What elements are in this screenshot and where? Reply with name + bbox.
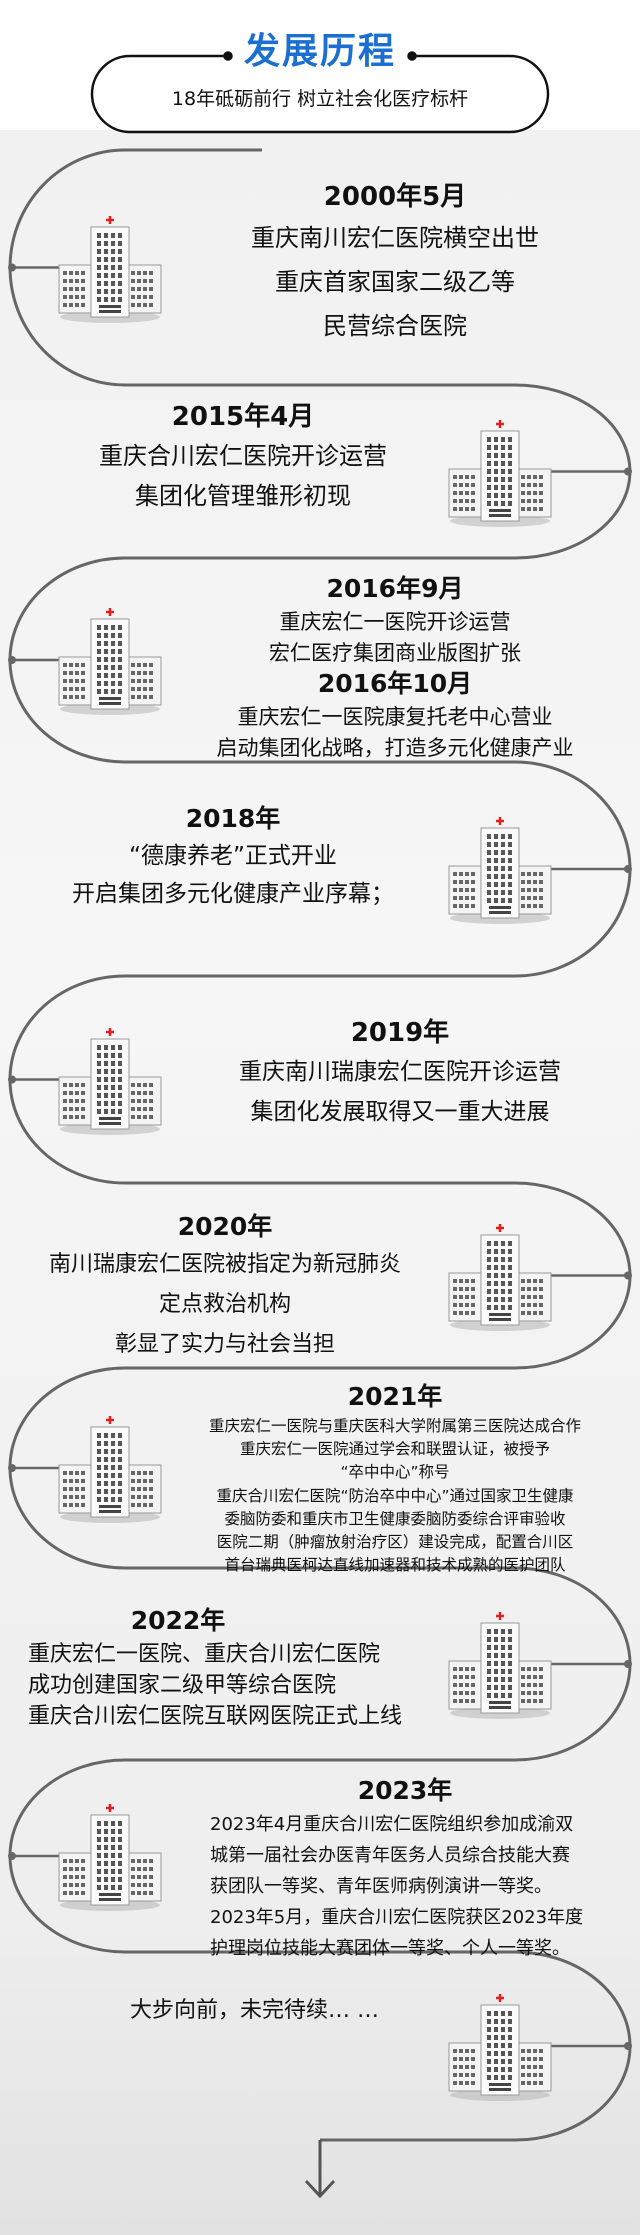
connector-dot xyxy=(8,1464,16,1472)
hospital-building-icon xyxy=(445,417,555,527)
entry-text: 城第一届社会办医青年医务人员综合技能大赛 xyxy=(210,1845,570,1866)
entry-text: 2023年4月重庆合川宏仁医院组织参加成渝双 xyxy=(210,1814,574,1835)
page-subtitle: 18年砥砺前行 树立社会化医疗标杆 xyxy=(171,88,469,110)
entry-year: 2020年 xyxy=(177,1212,273,1241)
entry-text: 护理岗位技能大赛团体一等奖、个人一等奖。 xyxy=(210,1938,570,1959)
hospital-building-icon xyxy=(445,814,555,924)
entry-text: “卒中中心”称号 xyxy=(340,1463,450,1482)
entry-text: 重庆合川宏仁医院“防治卒中中心”通过国家卫生健康 xyxy=(216,1486,574,1505)
entry-text: 集团化管理雏形初现 xyxy=(135,482,351,510)
timeline-entry: 2019年重庆南川瑞康宏仁医院开诊运营 集团化发展取得又一重大进展 xyxy=(100,1014,640,1132)
entry-year: 2021年 xyxy=(347,1382,443,1411)
timeline-entry: 2023年 2023年4月重庆合川宏仁医院组织参加成渝双 城第一届社会办医青年医务人… xyxy=(210,1772,600,1964)
hospital-building-icon xyxy=(55,1413,165,1523)
entry-year: 2016年10月 xyxy=(317,669,473,698)
entry-text: 定点救治机构 xyxy=(158,1292,291,1317)
timeline-entry: 2000年5月重庆南川宏仁医院横空出世 重庆首家国家二级乙等 民营综合医院 xyxy=(95,178,640,348)
hospital-building-icon xyxy=(55,1801,165,1911)
entry-text: “德康养老”正式开业 xyxy=(129,843,337,869)
timeline-entry: 2018年 “德康养老”正式开业开启集团多元化健康产业序幕； xyxy=(0,800,533,913)
connector-dot xyxy=(624,467,632,476)
entry-text: 重庆南川宏仁医院横空出世 xyxy=(251,224,539,252)
entry-text: 获团队一等奖、青年医师病例演讲一等奖。 xyxy=(210,1876,552,1897)
entry-text: 彰显了实力与社会当担 xyxy=(114,1332,335,1357)
entry-text: 大步向前，未完待续… … xyxy=(130,1998,379,2023)
entry-text: 重庆宏仁一医院康复托老中心营业 xyxy=(237,705,553,729)
entry-text: 医院二期（肿瘤放射治疗区）建设完成，配置合川区 xyxy=(216,1533,574,1552)
entry-text: 重庆宏仁一医院开诊运营 xyxy=(279,610,511,634)
entry-text: 委脑防委和重庆市卫生健康委脑防委综合评审验收 xyxy=(224,1509,566,1528)
title-frame xyxy=(90,51,550,134)
hospital-building-icon xyxy=(445,1221,555,1331)
entry-year: 2019年 xyxy=(350,1018,450,1048)
timeline-entry: 2015年4月重庆合川宏仁医院开诊运营 集团化管理雏形初现 xyxy=(0,398,543,516)
entry-year: 2022年 xyxy=(130,1606,226,1635)
connector-dot xyxy=(624,1660,632,1668)
connector-dot xyxy=(624,2042,632,2050)
entry-text: 开启集团多元化健康产业序幕； xyxy=(72,881,394,907)
entry-year: 2016年9月 xyxy=(326,574,464,603)
entry-text: 南川瑞康宏仁医院被指定为新冠肺炎 xyxy=(48,1252,401,1277)
hospital-building-icon xyxy=(55,213,165,323)
entry-text: 启动集团化战略，打造多元化健康产业 xyxy=(216,736,574,760)
entry-text: 首台瑞典医柯达直线加速器和技术成熟的医护团队 xyxy=(224,1556,566,1575)
entry-year: 2023年 xyxy=(357,1776,453,1805)
entry-year: 2018年 xyxy=(185,804,281,833)
arrow-down-icon xyxy=(304,2140,336,2199)
connector-dot xyxy=(624,1271,632,1280)
hospital-building-icon xyxy=(445,1609,555,1719)
connector-dot xyxy=(624,865,632,873)
connector-dot xyxy=(8,1852,16,1860)
page-title: 发展历程 xyxy=(243,31,396,72)
hospital-building-icon xyxy=(445,1991,555,2101)
timeline-entry: 2016年9月重庆宏仁一医院开诊运营 宏仁医疗集团商业版图扩张 xyxy=(95,570,640,669)
entry-text: 成功创建国家二级甲等综合医院 xyxy=(28,1673,337,1698)
entry-text: 重庆宏仁一医院与重庆医科大学附属第三医院达成合作 xyxy=(208,1417,581,1435)
entry-text: 重庆宏仁一医院、重庆合川宏仁医院 xyxy=(28,1642,381,1667)
timeline-entry: 2020年南川瑞康宏仁医院被指定为新冠肺炎 定点救治机构彰显了实力与社会当担 xyxy=(0,1208,525,1365)
hospital-building-icon xyxy=(55,1025,165,1135)
entry-text: 重庆宏仁一医院通过学会和联盟认证，被授予 xyxy=(239,1440,550,1459)
hospital-building-icon xyxy=(55,605,165,715)
entry-text: 民营综合医院 xyxy=(323,312,467,340)
timeline-entry: 2021年重庆宏仁一医院与重庆医科大学附属第三医院达成合作 重庆宏仁一医院通过学会… xyxy=(95,1378,640,1577)
timeline-entry: 2022年重庆宏仁一医院、重庆合川宏仁医院 成功创建国家二级甲等综合医院重庆合川宏… xyxy=(28,1602,402,1732)
connector-dot xyxy=(8,263,16,272)
entry-year: 2000年5月 xyxy=(323,182,467,212)
entry-text: 重庆南川瑞康宏仁医院开诊运营 xyxy=(239,1059,561,1085)
entry-text: 宏仁医疗集团商业版图扩张 xyxy=(269,641,521,665)
connector-dot xyxy=(8,1075,16,1084)
entry-text: 重庆合川宏仁医院互联网医院正式上线 xyxy=(28,1704,403,1729)
entry-year: 2015年4月 xyxy=(171,402,315,432)
entry-text: 2023年5月，重庆合川宏仁医院获区2023年度 xyxy=(210,1907,584,1928)
connector-dot xyxy=(8,656,16,664)
timeline-entry: 2016年10月重庆宏仁一医院康复托老中心营业 启动集团化战略，打造多元化健康产业 xyxy=(95,665,640,764)
entry-text: 集团化发展取得又一重大进展 xyxy=(250,1099,550,1125)
entry-text: 重庆首家国家二级乙等 xyxy=(275,268,515,296)
timeline-entry: 大步向前，未完待续… … xyxy=(130,1995,379,2027)
entry-text: 重庆合川宏仁医院开诊运营 xyxy=(99,442,387,470)
